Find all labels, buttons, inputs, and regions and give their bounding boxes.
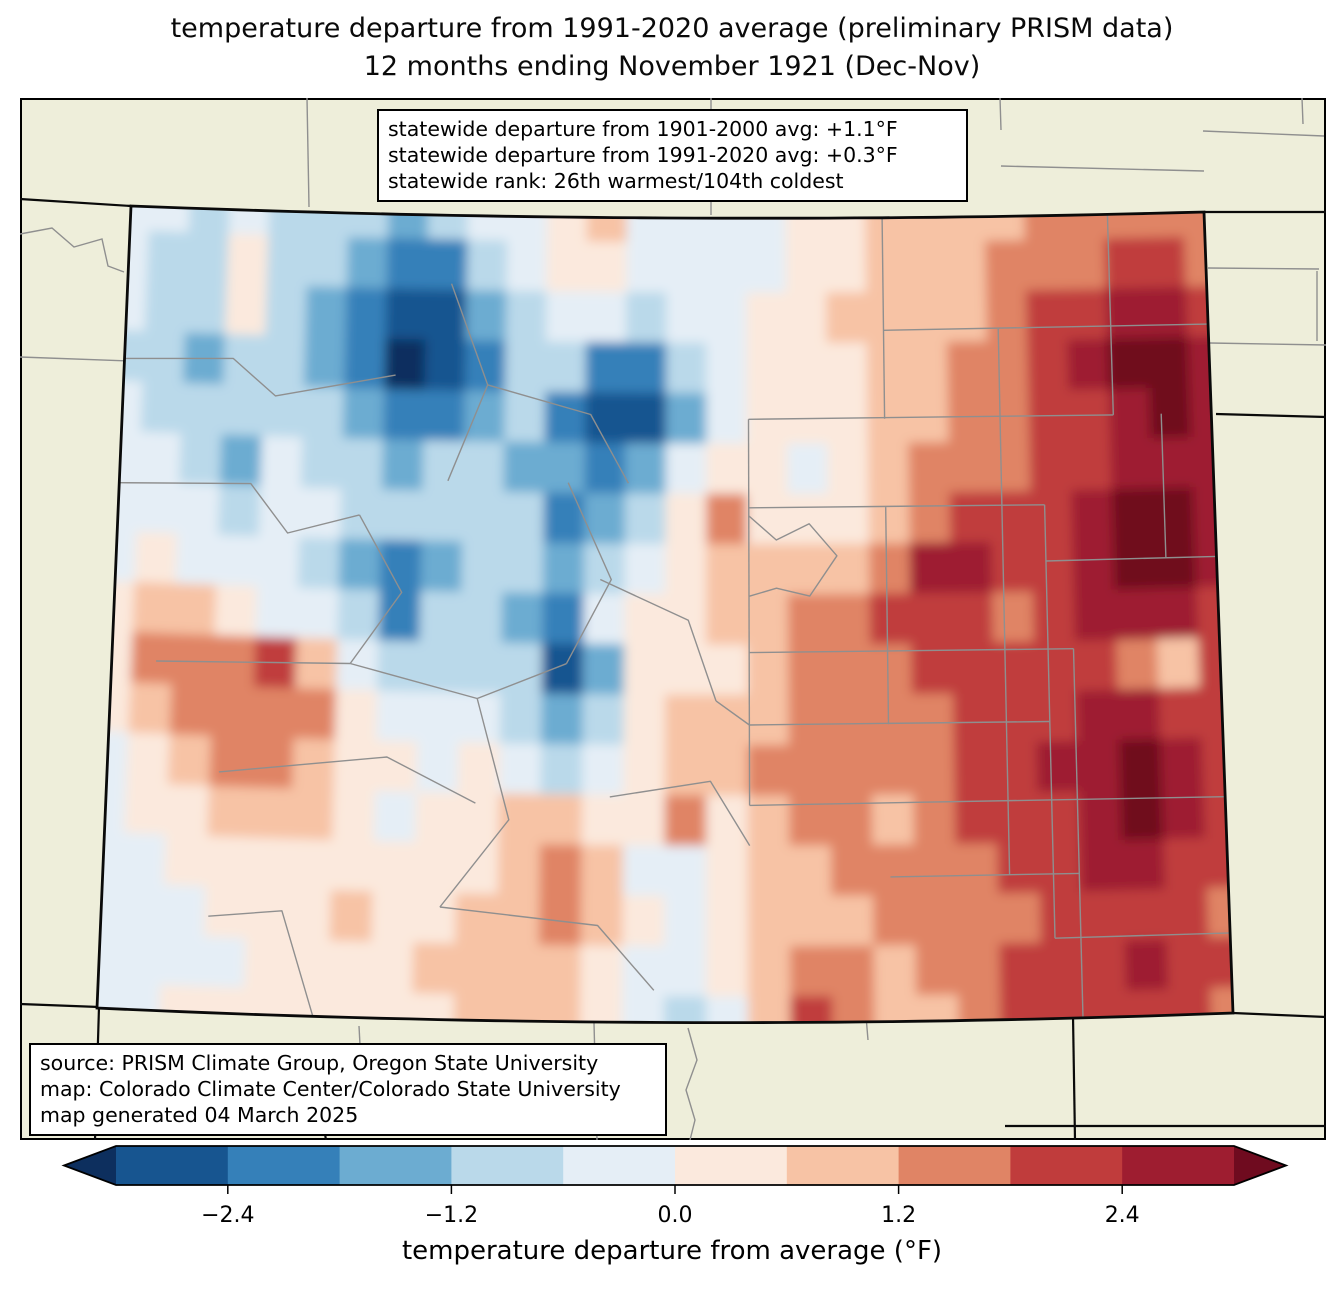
- stats-line-1: statewide departure from 1901-2000 avg: …: [388, 117, 898, 141]
- outside-state-borders: [20, 197, 1326, 1140]
- colorado-region: [97, 206, 1233, 1023]
- colorbar-tick-label: 0.0: [658, 1203, 693, 1228]
- colorbar-bins: [116, 1146, 1235, 1185]
- source-line-3: map generated 04 March 2025: [40, 1103, 359, 1128]
- departure-grid: [97, 206, 1233, 1023]
- outside-county-lines: [20, 98, 1326, 1140]
- colorbar-tick-label: 1.2: [881, 1203, 916, 1228]
- title-line-1: temperature departure from 1991-2020 ave…: [170, 13, 1174, 44]
- colorbar-tick-label: −2.4: [201, 1203, 254, 1228]
- colorbar-over-arrow: [1234, 1146, 1286, 1185]
- colorbar-axis-label: temperature departure from average (°F): [401, 1236, 943, 1266]
- colorbar: −2.4 −1.2 0.0 1.2 2.4: [61, 1145, 1289, 1228]
- colorbar-tick-label: 2.4: [1105, 1203, 1140, 1228]
- title-line-2: 12 months ending November 1921 (Dec-Nov): [363, 51, 981, 82]
- colorbar-ticks: −2.4 −1.2 0.0 1.2 2.4: [201, 1185, 1140, 1228]
- statewide-stats-box: statewide departure from 1901-2000 avg: …: [377, 109, 968, 202]
- stats-line-2: statewide departure from 1991-2020 avg: …: [388, 143, 898, 168]
- source-credit-box: source: PRISM Climate Group, Oregon Stat…: [29, 1043, 667, 1136]
- source-line-1: source: PRISM Climate Group, Oregon Stat…: [40, 1051, 599, 1075]
- page-title: temperature departure from 1991-2020 ave…: [0, 10, 1344, 86]
- source-line-2: map: Colorado Climate Center/Colorado St…: [40, 1077, 621, 1102]
- colorbar-under-arrow: [64, 1146, 116, 1185]
- colorado-county-lines: [119, 214, 1231, 1018]
- colorado-border: [95, 204, 1235, 1024]
- stats-line-3: statewide rank: 26th warmest/104th colde…: [388, 169, 844, 194]
- colorbar-outline: [61, 1145, 1289, 1186]
- colorbar-tick-label: −1.2: [425, 1203, 478, 1228]
- map-canvas: [20, 98, 1326, 1140]
